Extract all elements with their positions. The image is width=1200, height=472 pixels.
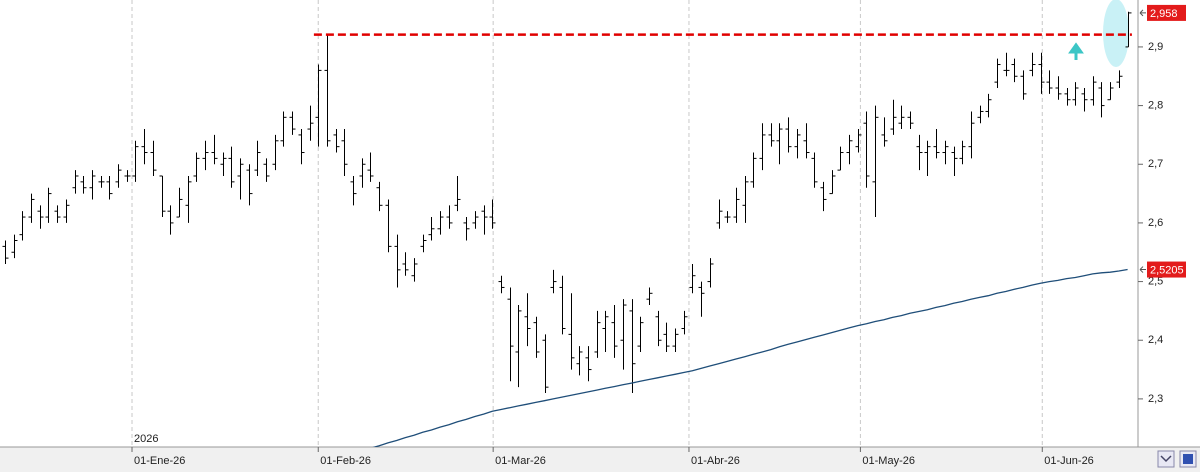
date-strip — [0, 447, 1200, 472]
axis: 01-Dic-2501-Ene-2601-Feb-2601-Mar-2601-A… — [131, 4, 1186, 467]
y-tick-label: 2,8 — [1148, 99, 1163, 111]
year-label: 2026 — [134, 433, 158, 445]
grid — [131, 0, 1043, 447]
x-tick-label: 01-Ene-26 — [134, 455, 185, 467]
price-tag-label: 2,958 — [1150, 8, 1178, 20]
price-tag-pointer — [1139, 9, 1146, 17]
y-tick-label: 2,5 — [1148, 275, 1163, 287]
price-tag-pointer — [1139, 266, 1146, 273]
y-tick-label: 2,3 — [1148, 393, 1163, 405]
y-tick-label: 2,6 — [1148, 217, 1163, 229]
x-tick-label: 01-Abr-26 — [691, 455, 740, 467]
plot — [2, 11, 1132, 447]
x-tick-label: 01-Jun-26 — [1044, 455, 1094, 467]
zoom-button[interactable] — [1157, 450, 1175, 468]
price-tag-label: 2,5205 — [1150, 264, 1184, 276]
zoom-icon — [1160, 455, 1172, 463]
highlight-ellipse — [1103, 0, 1129, 67]
y-tick-label: 2,4 — [1148, 334, 1163, 346]
x-tick-label: 01-May-26 — [862, 455, 915, 467]
x-tick-label: 01-Feb-26 — [320, 455, 371, 467]
x-tick-label: 01-Mar-26 — [495, 455, 546, 467]
price-tag — [1147, 261, 1186, 278]
moving-average — [372, 268, 1128, 447]
y-tick-label: 2,7 — [1148, 158, 1163, 170]
y-tick-label: 2,9 — [1148, 41, 1163, 53]
up-arrow — [1068, 42, 1084, 60]
price-tag — [1147, 4, 1186, 21]
save-icon — [1183, 454, 1193, 464]
